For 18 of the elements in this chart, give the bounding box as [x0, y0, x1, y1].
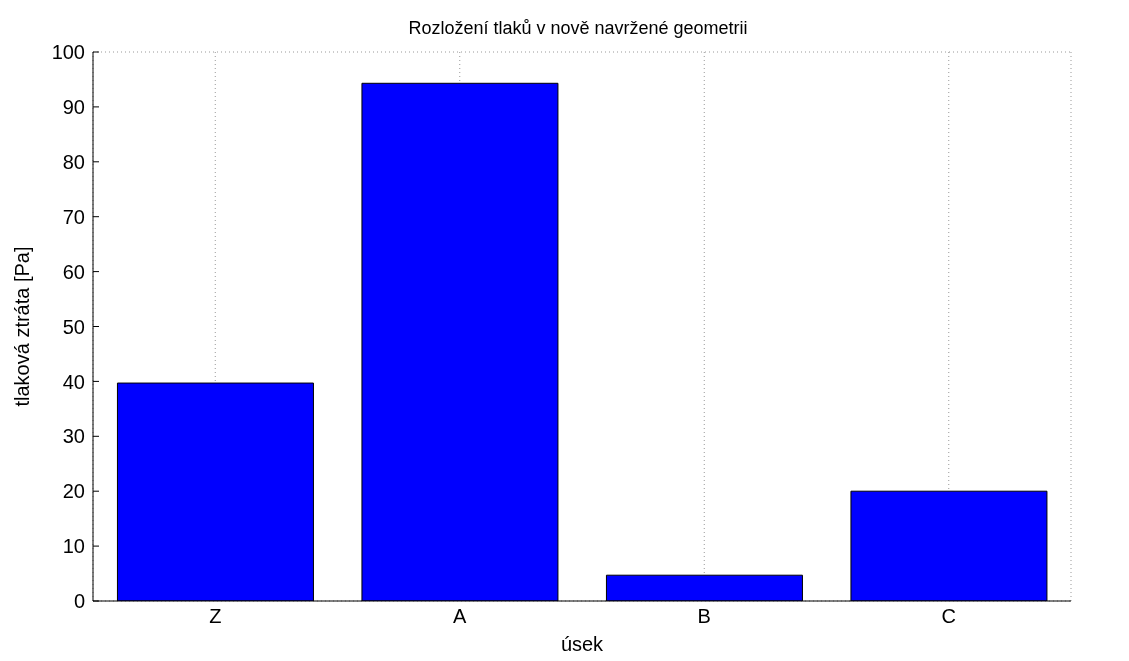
chart-title: Rozložení tlaků v nově navržené geometrii: [408, 18, 748, 38]
y-tick-label: 80: [62, 150, 85, 173]
y-tick-label: 70: [62, 205, 85, 228]
y-tick-label: 20: [62, 480, 85, 503]
x-tick-label: Z: [209, 605, 222, 628]
y-axis-title: tlaková ztráta [Pa]: [11, 246, 34, 407]
y-tick-label: 60: [62, 260, 85, 283]
y-tick-label: 50: [62, 315, 85, 338]
x-tick-label: C: [941, 605, 956, 628]
y-tick-label: 90: [62, 96, 85, 118]
y-tick-label: 40: [62, 370, 85, 393]
y-tick-label: 0: [73, 590, 85, 613]
x-tick-label: B: [697, 605, 711, 628]
x-tick-label: A: [453, 605, 468, 628]
y-tick-label: 100: [51, 41, 85, 64]
y-tick-label: 10: [62, 535, 85, 558]
y-tick-label: 30: [62, 425, 85, 448]
x-axis-title: úsek: [560, 633, 605, 655]
